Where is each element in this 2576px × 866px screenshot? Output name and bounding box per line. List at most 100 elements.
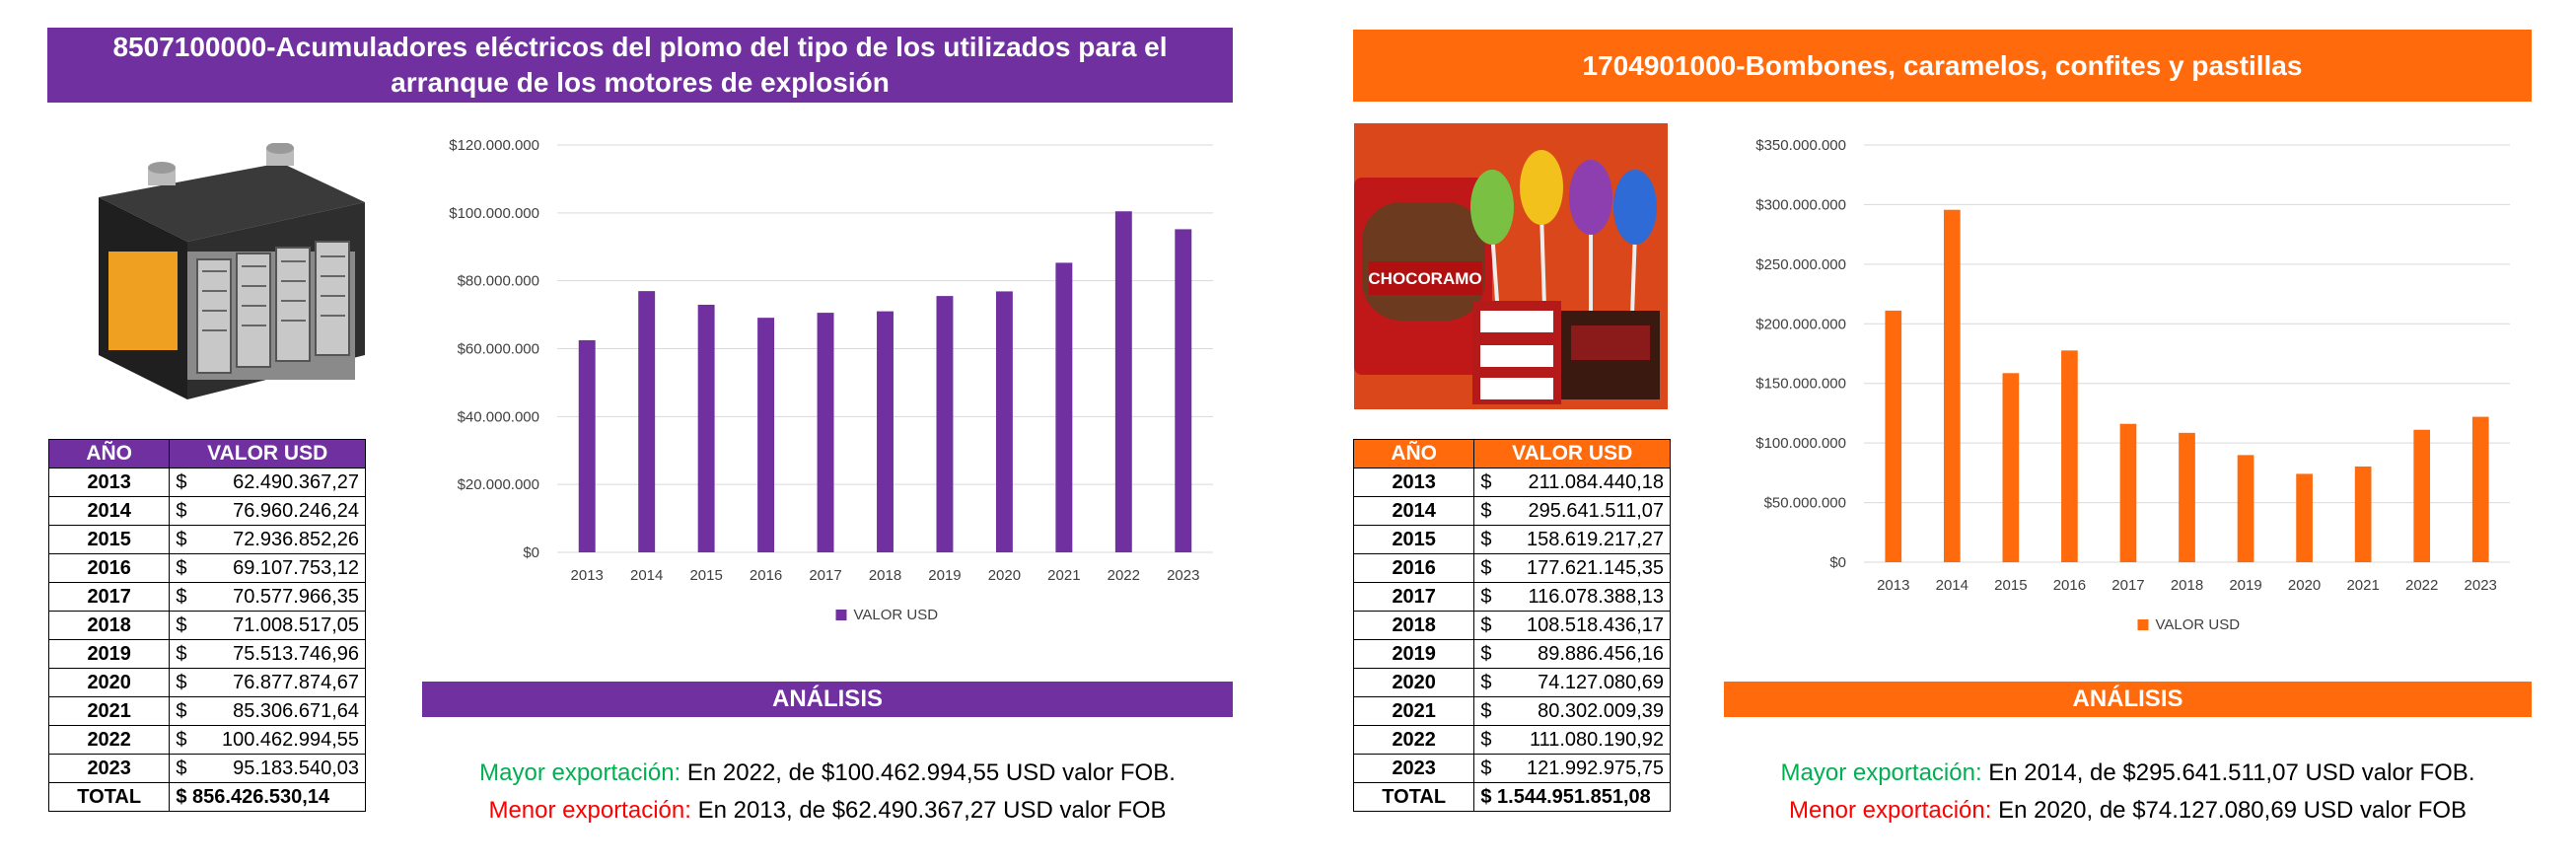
value-amount: 95.183.540,03	[233, 757, 359, 779]
y-tick-label: $100.000.000	[449, 205, 539, 222]
bar	[2119, 423, 2137, 562]
table-value-cell: $85.306.671,64	[169, 696, 366, 726]
x-tick-label: 2018	[2171, 577, 2203, 594]
value-amount: 71.008.517,05	[233, 613, 359, 636]
value-amount: 295.641.511,07	[1528, 499, 1664, 522]
table-value-cell: $71.008.517,05	[169, 611, 366, 640]
right-table-header-year: AÑO	[1352, 439, 1475, 469]
y-tick-label: $350.000.000	[1755, 137, 1846, 154]
left-min-export: Menor exportación: En 2013, de $62.490.3…	[422, 797, 1233, 825]
left-total-label: TOTAL	[47, 782, 171, 812]
table-year-cell: 2022	[47, 725, 171, 755]
x-tick-label: 2015	[689, 567, 722, 584]
y-tick-label: $0	[523, 544, 539, 561]
table-row: 2022 $111.080.190,92	[1352, 725, 1671, 755]
left-table-header-value: VALOR USD	[169, 439, 366, 469]
table-value-cell: $89.886.456,16	[1473, 639, 1671, 669]
table-value-cell: $76.877.874,67	[169, 668, 366, 697]
right-analysis-header: ANÁLISIS	[1724, 682, 2532, 717]
bar	[817, 313, 834, 552]
table-row: 2018 $71.008.517,05	[47, 611, 366, 640]
left-table-header-year: AÑO	[47, 439, 171, 469]
candy-brand-text: CHOCORAMO	[1368, 269, 1481, 288]
y-tick-label: $50.000.000	[1764, 495, 1846, 512]
value-amount: 69.107.753,12	[233, 556, 359, 579]
currency-symbol: $	[176, 528, 187, 550]
value-amount: 76.877.874,67	[233, 671, 359, 693]
value-amount: 70.577.966,35	[233, 585, 359, 608]
currency-symbol: $	[176, 757, 187, 779]
legend-label: VALOR USD	[2156, 616, 2241, 633]
x-tick-label: 2022	[2405, 577, 2438, 594]
table-value-cell: $95.183.540,03	[169, 754, 366, 783]
legend-swatch	[835, 610, 847, 620]
left-total-value: $ 856.426.530,14	[169, 782, 366, 812]
right-table-header-value: VALOR USD	[1473, 439, 1671, 469]
value-amount: 116.078.388,13	[1528, 585, 1664, 608]
table-row: 2016 $177.621.145,35	[1352, 553, 1671, 583]
bar	[2296, 473, 2313, 562]
currency-symbol: $	[1480, 728, 1492, 751]
value-amount: 76.960.246,24	[233, 499, 359, 522]
table-year-cell: 2023	[1352, 754, 1475, 783]
value-amount: 75.513.746,96	[233, 642, 359, 665]
x-tick-label: 2022	[1108, 567, 1140, 584]
right-max-export: Mayor exportación: En 2014, de $295.641.…	[1724, 759, 2532, 787]
table-row: 2019 $75.513.746,96	[47, 639, 366, 669]
table-value-cell: $111.080.190,92	[1473, 725, 1671, 755]
currency-symbol: $	[176, 642, 187, 665]
table-row: 2014 $76.960.246,24	[47, 496, 366, 526]
table-row: 2021 $80.302.009,39	[1352, 696, 1671, 726]
y-tick-label: $300.000.000	[1755, 196, 1846, 213]
x-tick-label: 2018	[869, 567, 901, 584]
table-year-cell: 2023	[47, 754, 171, 783]
x-tick-label: 2023	[2465, 577, 2497, 594]
value-amount: 62.490.367,27	[233, 470, 359, 493]
right-total-value: $ 1.544.951.851,08	[1473, 782, 1671, 812]
left-title-bar: 8507100000-Acumuladores eléctricos del p…	[47, 28, 1233, 103]
table-year-cell: 2022	[1352, 725, 1475, 755]
right-bar-chart: $0 $50.000.000 $100.000.000 $150.000.000 $20…	[1755, 137, 2510, 633]
table-row: 2022 $100.462.994,55	[47, 725, 366, 755]
x-tick-label: 2016	[2053, 577, 2086, 594]
table-row: 2015 $158.619.217,27	[1352, 525, 1671, 554]
table-row: 2017 $116.078.388,13	[1352, 582, 1671, 612]
table-value-cell: $74.127.080,69	[1473, 668, 1671, 697]
bar	[638, 291, 656, 552]
bar	[2413, 429, 2431, 562]
bar	[1943, 209, 1961, 562]
bar	[2354, 466, 2372, 562]
y-tick-label: $150.000.000	[1755, 376, 1846, 393]
table-row: 2019 $89.886.456,16	[1352, 639, 1671, 669]
table-year-cell: 2016	[1352, 553, 1475, 583]
y-tick-label: $80.000.000	[458, 273, 539, 290]
currency-symbol: $	[1480, 671, 1492, 693]
right-min-export: Menor exportación: En 2020, de $74.127.0…	[1724, 797, 2532, 825]
left-max-text: En 2022, de $100.462.994,55 USD valor FO…	[680, 759, 1176, 786]
right-total-label: TOTAL	[1352, 782, 1475, 812]
table-year-cell: 2015	[1352, 525, 1475, 554]
table-value-cell: $108.518.436,17	[1473, 611, 1671, 640]
currency-symbol: $	[1480, 613, 1492, 636]
table-value-cell: $76.960.246,24	[169, 496, 366, 526]
table-row: 2017 $70.577.966,35	[47, 582, 366, 612]
currency-symbol: $	[176, 585, 187, 608]
value-amount: 80.302.009,39	[1538, 699, 1664, 722]
right-max-text: En 2014, de $295.641.511,07 USD valor FO…	[1981, 759, 2475, 786]
right-min-text: En 2020, de $74.127.080,69 USD valor FOB	[1991, 797, 2468, 824]
table-row: 2013 $62.490.367,27	[47, 468, 366, 497]
table-year-cell: 2014	[1352, 496, 1475, 526]
left-analysis-header: ANÁLISIS	[422, 682, 1233, 717]
value-amount: 74.127.080,69	[1538, 671, 1664, 693]
left-max-label: Mayor exportación:	[479, 759, 681, 786]
value-amount: 100.462.994,55	[221, 728, 359, 751]
right-title: 1704901000-Bombones, caramelos, confites…	[1582, 49, 2303, 81]
x-tick-label: 2023	[1167, 567, 1199, 584]
currency-symbol: $	[176, 671, 187, 693]
currency-symbol: $	[176, 470, 187, 493]
table-value-cell: $70.577.966,35	[169, 582, 366, 612]
x-tick-label: 2020	[988, 567, 1021, 584]
currency-symbol: $	[176, 728, 187, 751]
table-row: 2020 $74.127.080,69	[1352, 668, 1671, 697]
right-export-table: AÑO VALOR USD 2013 $211.084.440,18 2014 $29…	[1352, 439, 1671, 812]
